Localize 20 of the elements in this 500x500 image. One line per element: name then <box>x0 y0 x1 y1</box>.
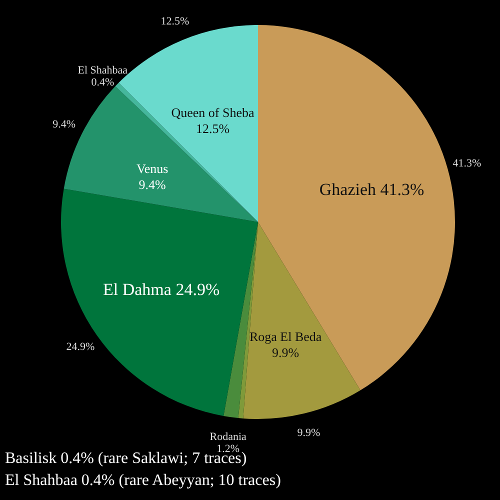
text: 9.4% <box>52 118 76 131</box>
slice-label: Roga El Beda <box>249 328 322 344</box>
data-label: 41.3% <box>452 157 482 170</box>
data-label: 9.4% <box>138 177 166 192</box>
data-label: 9.9% <box>272 344 300 360</box>
text: 12.5% <box>160 16 190 28</box>
text: 9.9% <box>297 427 320 440</box>
data-label: 0.4% <box>91 76 114 88</box>
data-label: 1.2% <box>216 442 240 455</box>
slice-label: El Shahbaa <box>78 64 128 76</box>
slice-label: Queen of Sheba <box>171 104 255 120</box>
pie-slice <box>243 222 360 419</box>
slice-label: Rodania <box>210 430 247 443</box>
text: El Shahbaa 0.4% (rare Abeyyan; 10 traces) <box>5 472 281 489</box>
pie-slice <box>115 82 258 222</box>
slice-label: El Dahma 24.9% <box>102 280 220 299</box>
slice-label: Ghazieh 41.3% <box>319 180 424 200</box>
slice-label: Venus <box>136 161 168 176</box>
data-label: 12.5% <box>196 120 230 136</box>
data-label: 24.9% <box>66 340 95 353</box>
